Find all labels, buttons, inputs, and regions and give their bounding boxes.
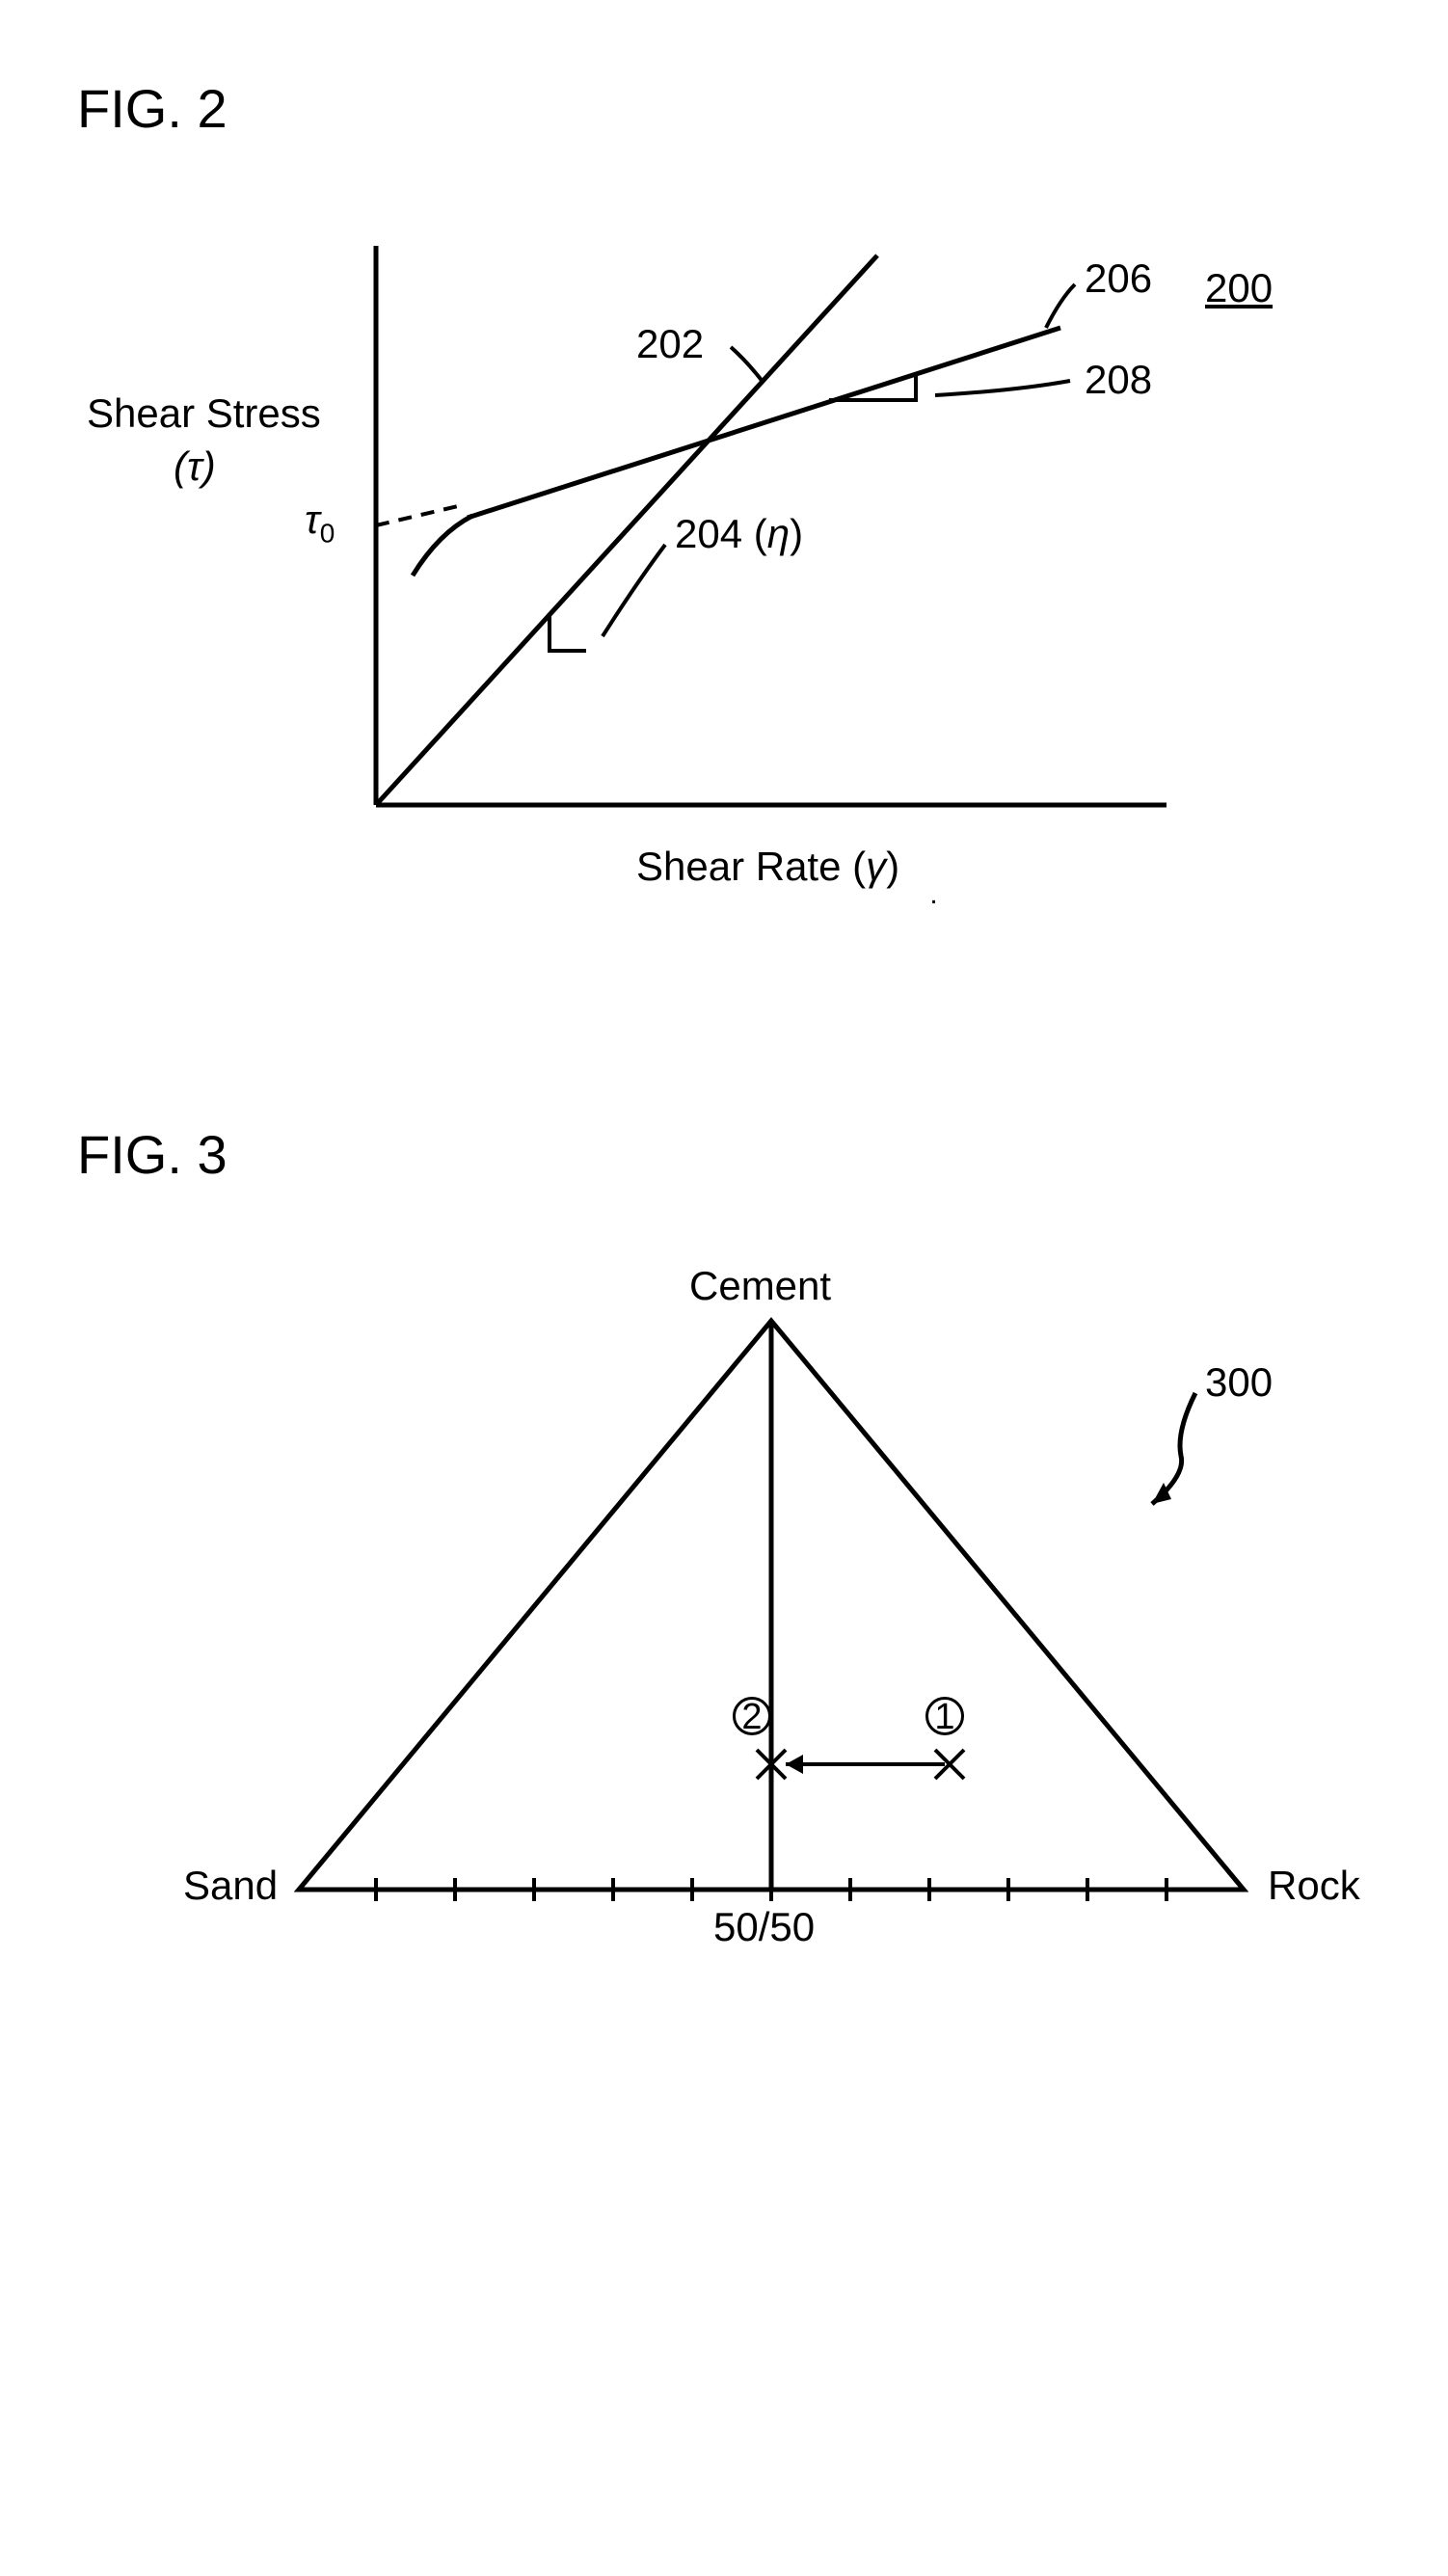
ref-200: 200 — [1205, 265, 1273, 311]
figure-2-title: FIG. 2 — [77, 77, 1390, 140]
vertex-rock: Rock — [1268, 1863, 1360, 1909]
y-axis-label: Shear Stress — [87, 390, 321, 437]
leader-204 — [603, 545, 665, 636]
bingham-curve — [413, 516, 472, 576]
vertex-sand: Sand — [183, 1863, 278, 1909]
bingham-line — [468, 328, 1060, 518]
vertex-cement: Cement — [689, 1263, 831, 1309]
figure-3-title: FIG. 3 — [77, 1123, 1390, 1186]
point-1-label: 1 — [925, 1697, 964, 1738]
leader-206 — [1046, 284, 1075, 328]
tau-zero-label: τ0 — [305, 496, 335, 549]
leader-300 — [1152, 1393, 1195, 1504]
ref-204: 204 (η) — [675, 511, 803, 557]
midpoint-label: 50/50 — [713, 1904, 815, 1950]
point-2-label: 2 — [733, 1697, 771, 1738]
x-axis-label: Shear Rate (γ) . — [636, 844, 899, 923]
figure-2: FIG. 2 Shear Stress (τ) τ0 200 206 208 2… — [58, 77, 1390, 950]
bingham-dashed — [376, 506, 458, 525]
y-axis-symbol: (τ) — [174, 443, 216, 490]
figure-2-diagram: Shear Stress (τ) τ0 200 206 208 202 204 … — [222, 227, 1282, 950]
fig3-svg — [202, 1273, 1359, 1928]
ref-206: 206 — [1085, 255, 1152, 302]
slope-bracket-204 — [550, 616, 586, 651]
ref-208: 208 — [1085, 357, 1152, 403]
leader-202 — [731, 347, 764, 383]
figure-3: FIG. 3 Cement Sand Rock 50/50 300 2 1 — [58, 1123, 1390, 1996]
figure-3-diagram: Cement Sand Rock 50/50 300 2 1 — [202, 1273, 1359, 1996]
arrow-head-1-to-2 — [786, 1755, 803, 1774]
leader-208 — [935, 381, 1070, 395]
ref-300: 300 — [1205, 1359, 1273, 1406]
ref-202: 202 — [636, 321, 704, 367]
